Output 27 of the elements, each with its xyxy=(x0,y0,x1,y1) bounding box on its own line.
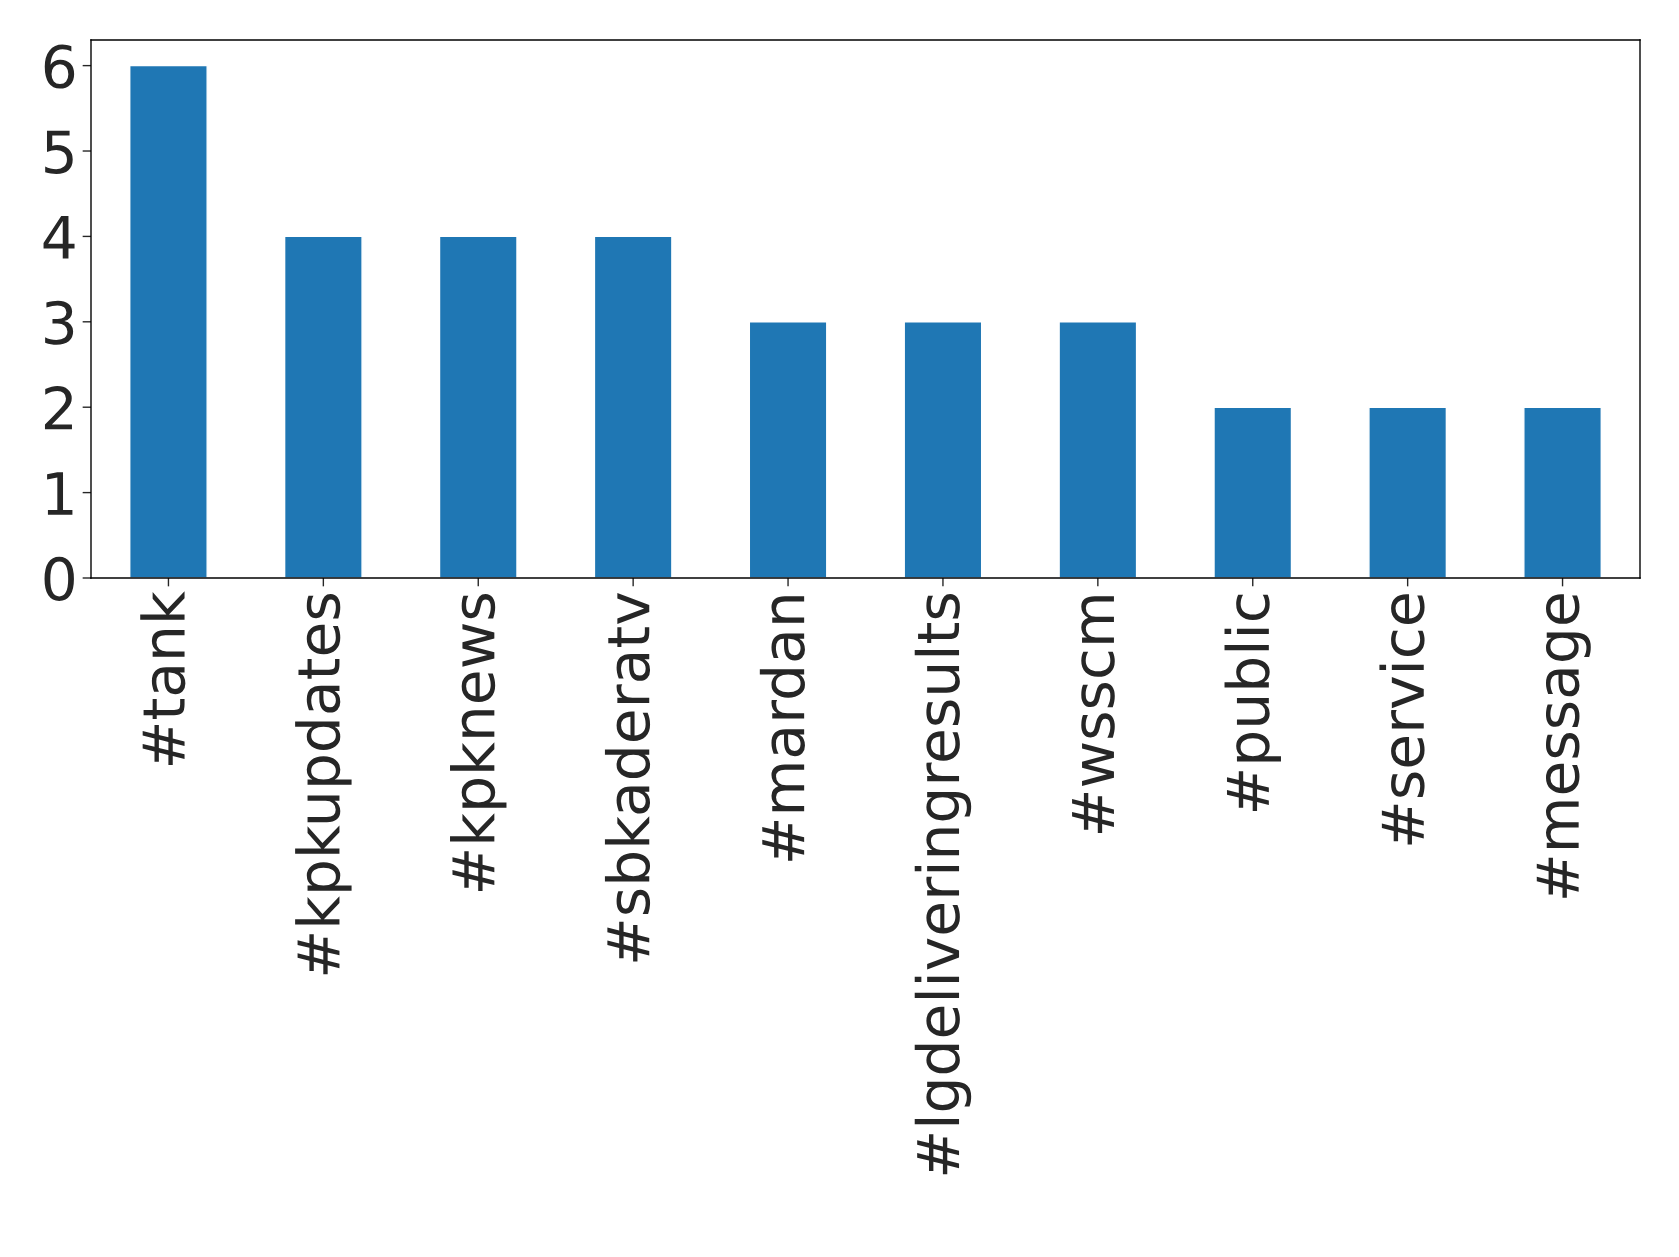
bar xyxy=(593,235,673,578)
bar xyxy=(1058,321,1138,578)
bar xyxy=(1368,406,1448,578)
y-tick-label: 2 xyxy=(44,386,72,430)
x-tick-label: #message xyxy=(1536,594,1591,898)
x-tick-label: #kpknews xyxy=(450,594,507,892)
y-tick-label: 5 xyxy=(45,130,73,175)
x-tick-label: #sbkaderatv xyxy=(604,592,651,962)
bar xyxy=(129,64,208,578)
x-tick-label: #tank xyxy=(140,591,186,765)
x-tick-label: #lgdeliveringresults xyxy=(914,594,972,1175)
x-tick-label: #service xyxy=(1379,594,1425,845)
bar xyxy=(438,235,518,578)
y-tick-label: 6 xyxy=(44,44,75,89)
bar xyxy=(1523,406,1602,578)
x-tick-label: #mardan xyxy=(759,596,805,861)
y-tick-label: 4 xyxy=(43,216,75,259)
x-tick-label: #kpkupdates xyxy=(295,594,352,975)
bar xyxy=(903,321,983,578)
y-tick-label: 3 xyxy=(45,300,74,345)
bar xyxy=(1213,406,1293,578)
y-tick-label: 0 xyxy=(44,556,74,601)
bar xyxy=(748,321,828,578)
bar xyxy=(283,235,363,578)
x-tick-label: #wsscm xyxy=(1072,596,1115,833)
y-tick-label: 1 xyxy=(47,472,73,515)
x-tick-label: #public xyxy=(1224,594,1281,812)
